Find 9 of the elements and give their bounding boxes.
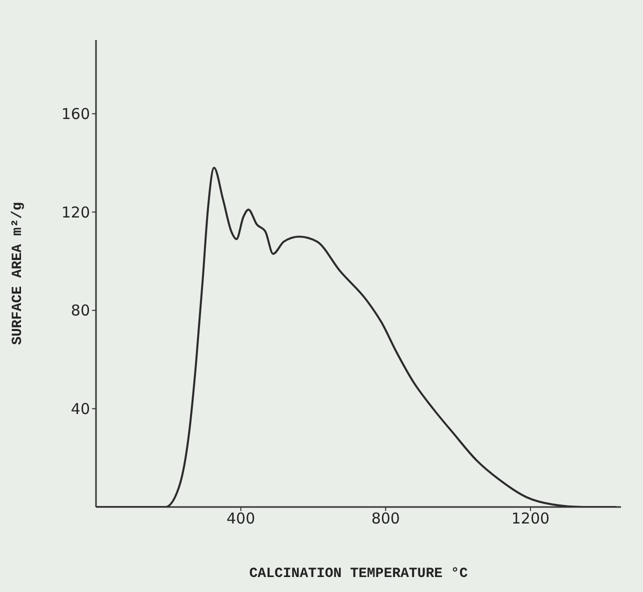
y-tick-label: 80: [70, 302, 90, 320]
y-tick-label: 40: [70, 400, 90, 418]
y-tick-label: 120: [61, 203, 90, 222]
x-tick-label: 1200: [511, 510, 550, 528]
y-tick-label: 160: [61, 105, 90, 124]
x-tick-label: 400: [226, 510, 256, 528]
x-axis-title: CALCINATION TEMPERATURE °C: [249, 566, 468, 582]
y-axis-title: SURFACE AREA m²/g: [10, 202, 26, 345]
x-tick-label: 800: [371, 510, 400, 528]
